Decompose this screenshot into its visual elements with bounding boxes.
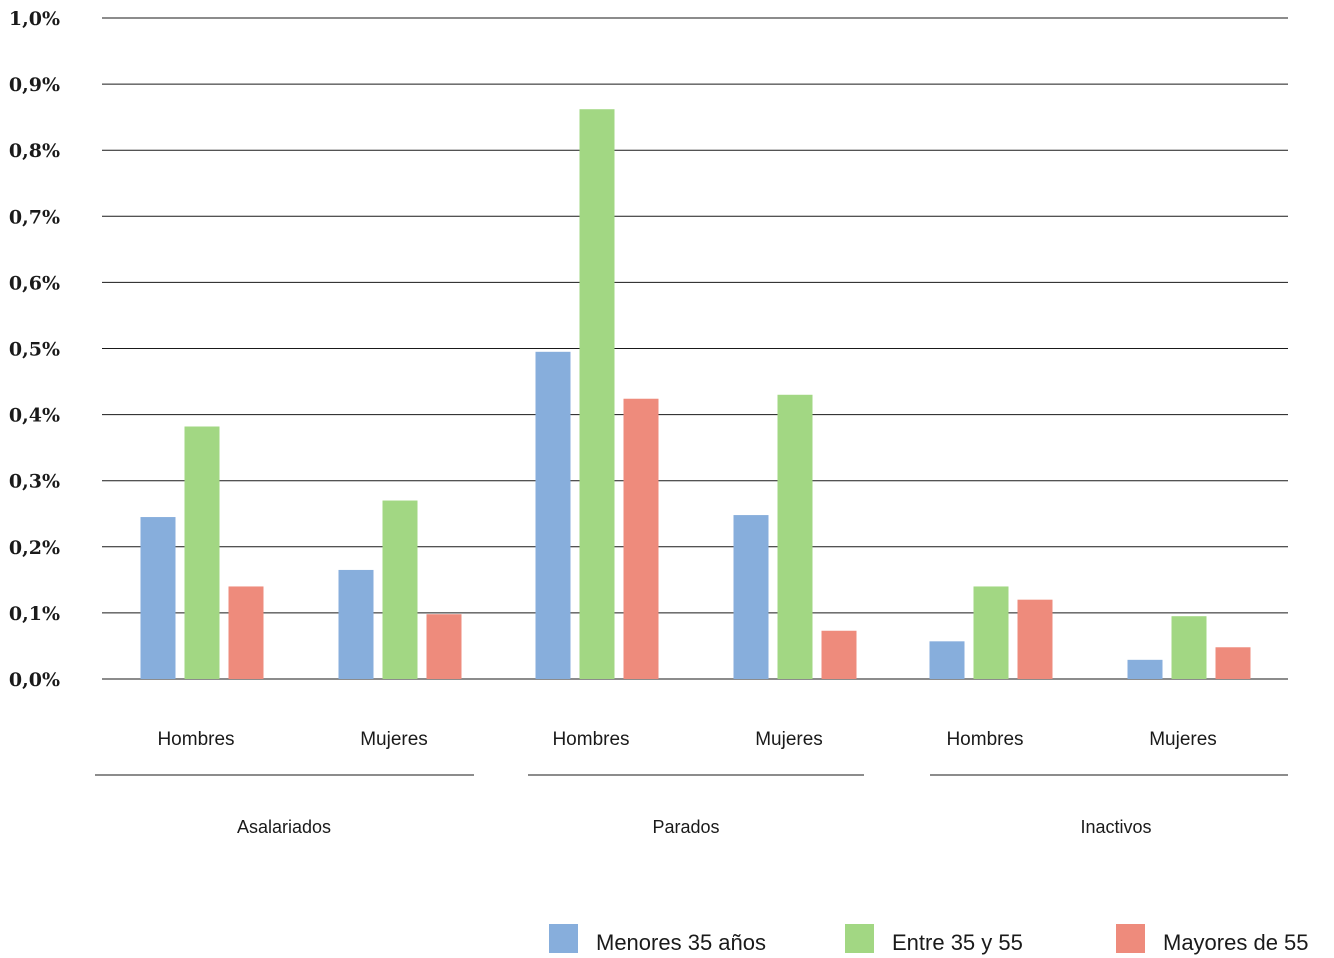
y-tick-label: 0,8% bbox=[9, 140, 60, 162]
gridlines bbox=[102, 17, 1288, 680]
bar bbox=[821, 630, 857, 679]
legend-swatch bbox=[845, 924, 874, 953]
y-tick-label: 0,5% bbox=[9, 339, 60, 361]
y-tick-label: 0,6% bbox=[9, 272, 60, 294]
x-tick-label: Mujeres bbox=[755, 729, 823, 750]
x-axis-ticks: Hombres Mujeres Hombres Mujeres Hombres Mujer… bbox=[157, 729, 1216, 750]
bar bbox=[579, 109, 615, 679]
legend-swatch bbox=[549, 924, 578, 953]
bar bbox=[1171, 616, 1207, 679]
group-label: Asalariados bbox=[237, 817, 331, 837]
group-label: Inactivos bbox=[1080, 817, 1151, 837]
x-tick-label: Mujeres bbox=[360, 729, 428, 750]
bar bbox=[929, 641, 965, 679]
bar bbox=[973, 586, 1009, 679]
bar bbox=[140, 517, 176, 679]
legend: Menores 35 años Entre 35 y 55 Mayores de 5… bbox=[549, 924, 1309, 955]
x-tick-label: Hombres bbox=[552, 729, 629, 750]
group-labels: Asalariados Parados Inactivos bbox=[95, 774, 1288, 837]
legend-label: Mayores de 55 bbox=[1163, 930, 1309, 955]
y-tick-label: 0,4% bbox=[9, 405, 60, 427]
x-tick-label: Hombres bbox=[946, 729, 1023, 750]
bar bbox=[1017, 599, 1053, 679]
y-tick-label: 0,9% bbox=[9, 74, 60, 96]
y-tick-label: 0,1% bbox=[9, 603, 60, 625]
y-tick-label: 0,3% bbox=[9, 471, 60, 493]
bar bbox=[733, 515, 769, 679]
x-tick-label: Mujeres bbox=[1149, 729, 1217, 750]
bar bbox=[228, 586, 264, 679]
bar bbox=[777, 394, 813, 679]
bar bbox=[535, 351, 571, 679]
bars bbox=[140, 109, 1251, 679]
legend-swatch bbox=[1116, 924, 1145, 953]
bar bbox=[623, 398, 659, 679]
group-label: Parados bbox=[652, 817, 719, 837]
bar bbox=[184, 426, 220, 679]
y-tick-label: 0,7% bbox=[9, 206, 60, 228]
y-tick-label: 0,2% bbox=[9, 537, 60, 559]
bar bbox=[1127, 659, 1163, 679]
y-tick-label: 1,0% bbox=[9, 8, 60, 30]
bar bbox=[1215, 647, 1251, 679]
bar bbox=[426, 614, 462, 679]
y-tick-label: 0,0% bbox=[9, 669, 60, 691]
x-tick-label: Hombres bbox=[157, 729, 234, 750]
bar bbox=[338, 569, 374, 679]
legend-label: Entre 35 y 55 bbox=[892, 930, 1023, 955]
y-axis-ticks: 0,0% 0,1% 0,2% 0,3% 0,4% 0,5% 0,6% 0,7% 0,8% 0,9%… bbox=[9, 8, 60, 691]
legend-label: Menores 35 años bbox=[596, 930, 766, 955]
bar bbox=[382, 500, 418, 679]
